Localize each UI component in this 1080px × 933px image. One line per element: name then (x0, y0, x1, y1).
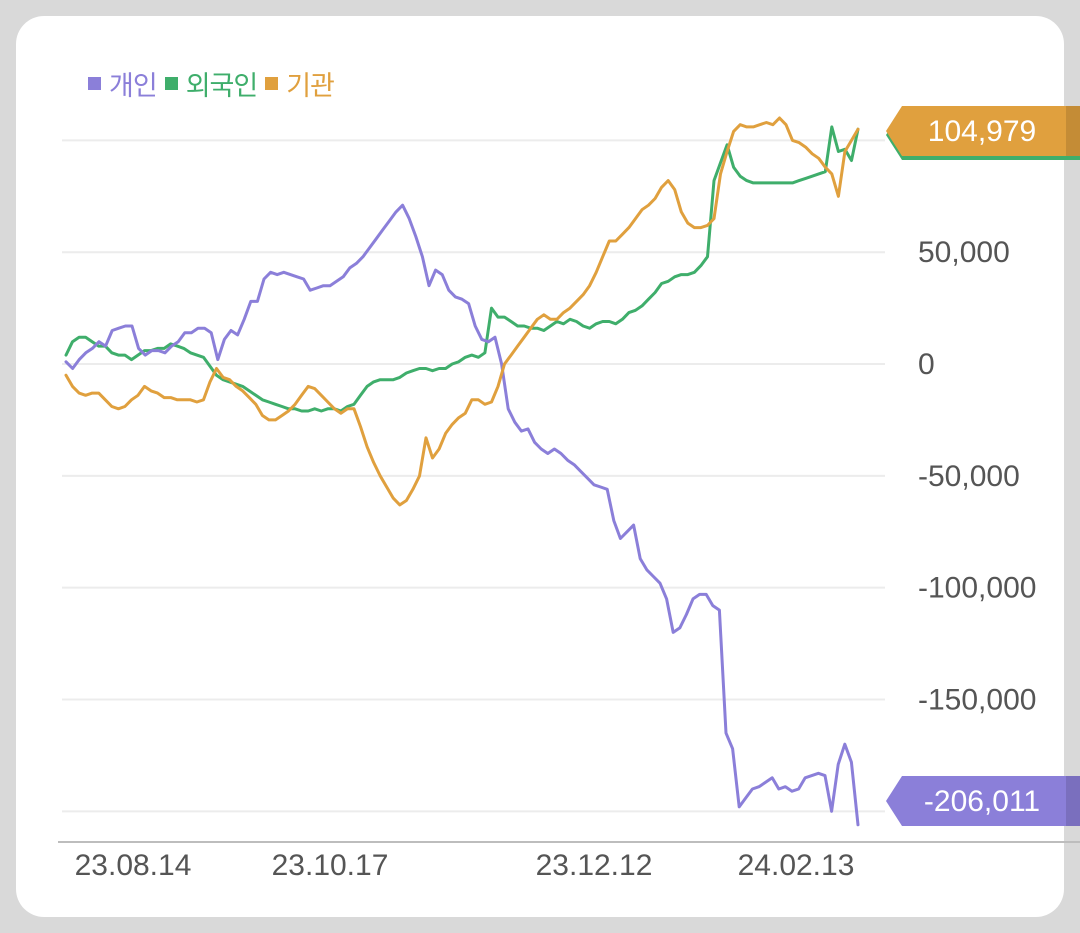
last-value-badge-institution: 104,979 (886, 106, 1080, 160)
badge-value: -206,011 (924, 785, 1040, 818)
legend: 개인 외국인 기관 (88, 64, 342, 103)
legend-swatch-foreign (164, 77, 178, 90)
badge-shape (886, 776, 1080, 826)
series-line-foreign (64, 125, 860, 413)
legend-label-foreign: 외국인 (185, 71, 259, 102)
badge-shape (886, 106, 1080, 156)
x-tick-label: 23.10.17 (272, 849, 389, 882)
y-tick-label: 0 (918, 348, 935, 381)
x-axis: 23.08.14 23.10.17 23.12.12 24.02.13 (58, 841, 1080, 882)
last-value-badge-individual: -206,011 (886, 776, 1080, 826)
y-tick-label: 50,000 (918, 236, 1010, 269)
series-line-institution (64, 116, 860, 507)
legend-label-individual: 개인 (109, 71, 158, 102)
legend-swatch-individual (88, 77, 101, 90)
x-tick-label: 23.08.14 (75, 849, 192, 882)
chart-card: 개인 외국인 기관 (16, 16, 1064, 917)
y-tick-label: -100,000 (918, 572, 1036, 605)
y-tick-label: -150,000 (918, 684, 1036, 717)
legend-swatch-institution (265, 77, 279, 90)
y-tick-label: -50,000 (918, 460, 1020, 493)
value-badges: 104,979 -206,011 (886, 106, 1080, 826)
series-line-individual (64, 203, 860, 827)
legend-item-foreign[interactable]: 외국인 (164, 64, 259, 103)
badge-value: 104,979 (928, 115, 1036, 148)
badge-edge (1066, 106, 1080, 156)
series-lines (64, 116, 860, 827)
y-axis-labels: 50,000 0 -50,000 -100,000 -150,000 (918, 236, 1036, 716)
legend-item-institution[interactable]: 기관 (265, 64, 335, 103)
legend-label-institution: 기관 (286, 71, 335, 102)
x-tick-label: 23.12.12 (536, 849, 653, 882)
gridlines (62, 139, 885, 813)
legend-item-individual[interactable]: 개인 (88, 64, 158, 103)
badge-edge (1066, 776, 1080, 826)
x-tick-label: 24.02.13 (738, 849, 855, 882)
